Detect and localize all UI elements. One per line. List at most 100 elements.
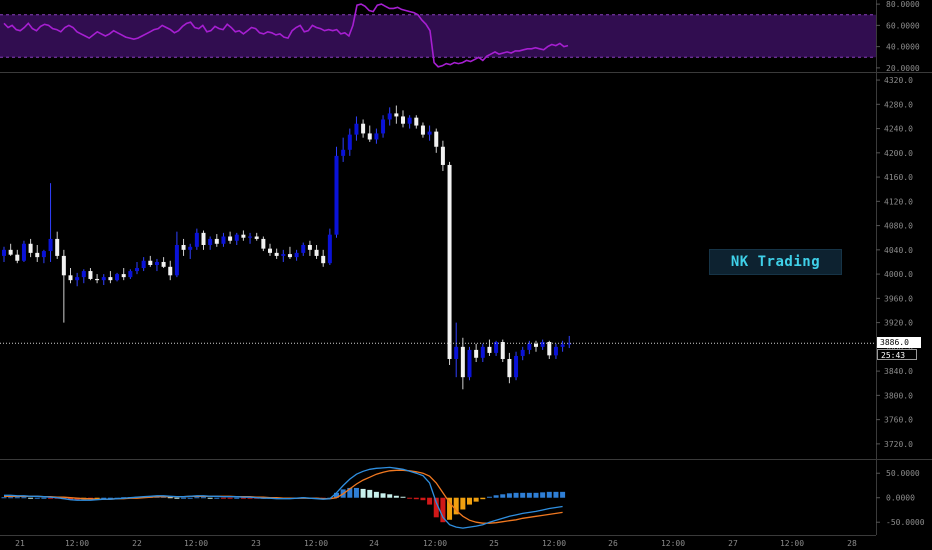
candle-body (15, 254, 20, 261)
macd-panel[interactable] (1, 466, 566, 529)
macd-histogram-bar (353, 487, 359, 498)
candle-body (440, 146, 445, 165)
macd-histogram-bar (214, 497, 220, 499)
candle-body (8, 249, 13, 255)
candle-body (294, 252, 299, 258)
macd-histogram-bar (48, 497, 54, 499)
time-tick-label: 12:00 (780, 539, 804, 548)
time-tick-label: 27 (728, 539, 738, 548)
time-tick-label: 12:00 (661, 539, 685, 548)
candle-body (148, 260, 153, 265)
candle-body (534, 343, 538, 347)
candle-body (115, 274, 120, 281)
candle-body (121, 274, 126, 278)
candle-body (101, 277, 106, 281)
macd-histogram-bar (427, 497, 433, 505)
candle-body (367, 133, 372, 140)
macd-histogram-bar (506, 493, 512, 498)
time-tick-label: 12:00 (184, 539, 208, 548)
macd-histogram-bar (493, 495, 499, 498)
last-price-tag: 3886.0 (877, 337, 921, 349)
rsi-line (3, 3, 569, 68)
y-axis-labels[interactable]: 80.0000 60.0000 40.0000 20.0000 4320.0 4280.0… (876, 0, 925, 527)
time-tick-label: 24 (369, 539, 379, 548)
macd-histogram-bar (400, 496, 406, 498)
time-tick-label: 22 (132, 539, 142, 548)
candle-body (354, 123, 359, 135)
candle-body (88, 271, 93, 279)
macd-histogram-bar (187, 497, 193, 499)
candle-body (560, 344, 565, 347)
candle-body (347, 134, 352, 150)
candle-body (234, 234, 239, 241)
candle-body (514, 355, 519, 378)
macd-histogram-bar (220, 497, 226, 499)
candle-body (261, 238, 266, 249)
candle-body (467, 349, 472, 378)
price-tick-label: 4320.0 (884, 76, 913, 85)
candle-body (414, 117, 419, 126)
time-tick-label: 23 (251, 539, 261, 548)
macd-histogram-bar (21, 497, 27, 499)
candle-body (520, 349, 525, 356)
macd-histogram-bar (181, 497, 187, 499)
candle-body (474, 349, 479, 358)
candle-body (108, 277, 113, 281)
time-tick-label: 12:00 (542, 539, 566, 548)
price-tick-label: 3800.0 (884, 391, 913, 400)
candle-body (407, 117, 412, 124)
rsi-panel[interactable] (0, 3, 876, 68)
price-tick-label: 4240.0 (884, 125, 913, 134)
macd-histogram-bar (68, 497, 73, 500)
candle-body (75, 277, 80, 281)
macd-histogram-bar (227, 497, 233, 499)
candle-body (141, 260, 146, 269)
candle-body (81, 271, 86, 278)
macd-histogram-bar (367, 489, 373, 498)
candle-body (287, 254, 292, 258)
candle-body (334, 155, 339, 235)
candle-body (427, 131, 432, 135)
candle-body (454, 346, 459, 359)
price-tick-label: 3720.0 (884, 440, 913, 449)
macd-histogram-bar (393, 495, 399, 498)
candle-body (567, 343, 572, 345)
macd-histogram-bar (447, 497, 453, 520)
candle-body (161, 261, 166, 267)
time-axis[interactable]: 21 12:00 22 12:00 23 12:00 24 12:00 25 12:00 26 12:… (15, 539, 857, 548)
macd-line (4, 466, 563, 529)
macd-histogram-bar (207, 497, 213, 499)
candle-body (214, 238, 219, 244)
rsi-tick-label: 40.0000 (886, 43, 920, 52)
candle-body (35, 252, 40, 258)
candle-body (480, 346, 485, 358)
candle-body (274, 252, 279, 256)
candle-body (487, 346, 492, 353)
macd-histogram-bar (234, 497, 240, 499)
candle-body (181, 244, 186, 250)
candle-body (540, 342, 545, 347)
candle-body (228, 236, 233, 241)
time-tick-label: 26 (608, 539, 618, 548)
macd-histogram-bar (467, 497, 472, 505)
macd-histogram-bar (28, 497, 34, 499)
candle-body (381, 119, 386, 134)
candle-body (500, 342, 505, 359)
candle-body (268, 248, 272, 253)
macd-histogram-bar (540, 492, 546, 498)
macd-histogram-bar (8, 497, 14, 499)
price-tick-label: 4000.0 (884, 270, 913, 279)
candle-body (135, 268, 139, 272)
candle-body (434, 131, 439, 147)
price-tick-label: 4080.0 (884, 222, 913, 231)
time-tick-label: 12:00 (423, 539, 447, 548)
rsi-tick-label: 60.0000 (886, 21, 920, 30)
price-panel[interactable] (0, 105, 876, 390)
macd-histogram-bar (553, 491, 559, 498)
macd-histogram-bar (14, 497, 20, 499)
candle-body (527, 343, 532, 350)
macd-histogram-bar (247, 497, 253, 499)
price-tick-label: 4040.0 (884, 246, 913, 255)
macd-histogram-bar (201, 497, 206, 499)
